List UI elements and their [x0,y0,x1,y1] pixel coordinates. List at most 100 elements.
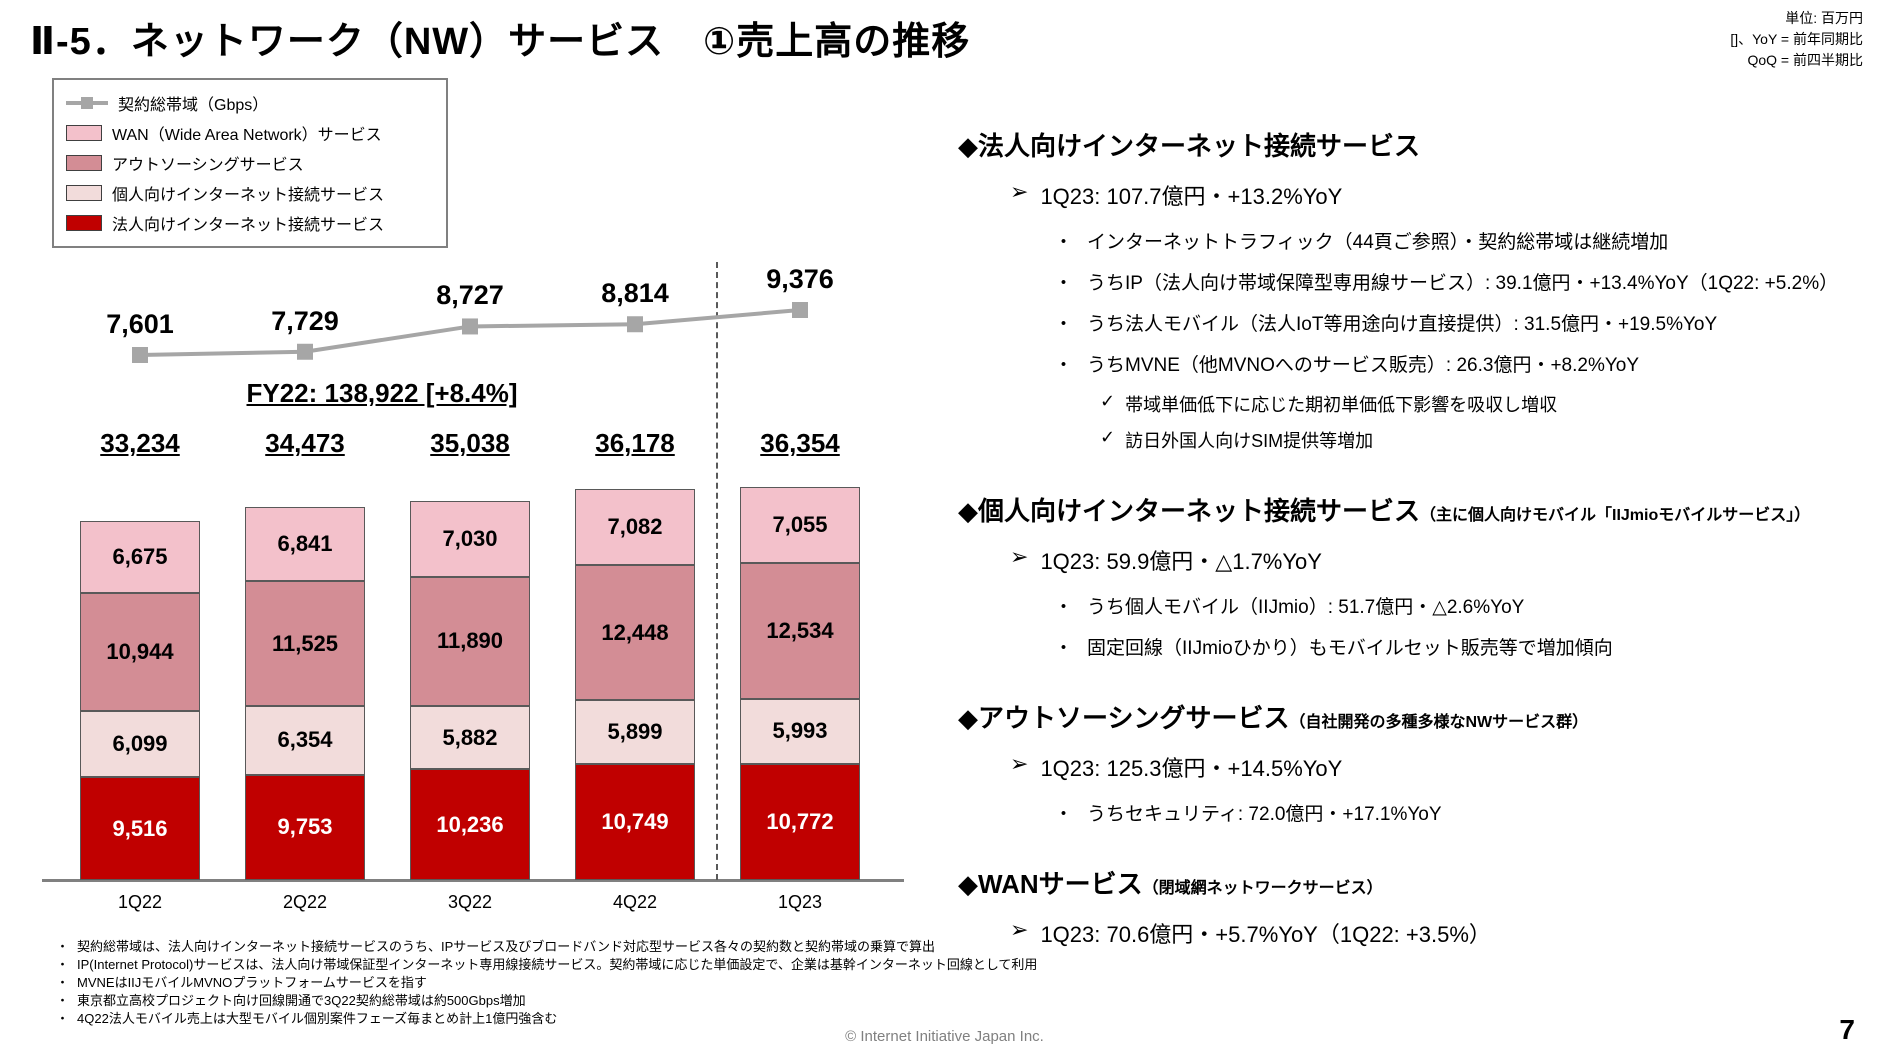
line-value-label: 7,601 [106,309,174,339]
x-axis [42,879,904,882]
line-marker-icon [297,343,313,360]
section-heading-suffix: （自社開発の多種多様なNWサービス群） [1289,714,1589,731]
legend-item: 個人向けインターネット接続サービス [66,178,434,208]
dot-bullet-icon: ・ [56,1010,70,1026]
unit-note: 単位: 百万円 []、YoY = 前年同期比 QoQ = 前四半期比 [1730,8,1863,71]
legend-label: アウトソーシングサービス [112,157,304,174]
bullet-text: うちセキュリティ: 72.0億円・+17.1%YoY [1087,804,1442,825]
bullet-item: ・インターネットトラフィック（44頁ご参照）・契約総帯域は継続増加 [1054,227,1873,254]
bar-segment: 6,841 [245,507,365,582]
section: ◆個人向けインターネット接続サービス（主に個人向けモバイル「IIJmioモバイル… [958,491,1873,660]
bar-segment: 6,099 [80,711,200,778]
bar-segment: 11,525 [245,581,365,706]
bullet-item: ✓ 訪日外国人向けSIM提供等増加 [1100,427,1873,453]
bar-segment: 10,749 [575,763,695,880]
diamond-bullet-icon: ◆ [958,131,978,161]
x-axis-label: 2Q22 [282,892,328,912]
diamond-bullet-icon: ◆ [958,869,978,899]
line-value-label: 8,814 [601,278,669,309]
bullet-text: 1Q23: 107.7億円・+13.2%YoY [1040,184,1343,209]
section-heading: ◆個人向けインターネット接続サービス（主に個人向けモバイル「IIJmioモバイル… [958,491,1873,528]
bullet-item: ・うち個人モバイル（IIJmio）: 51.7億円・△2.6%YoY [1054,592,1873,619]
line-value-label: 9,376 [766,264,834,294]
line-swatch-marker [81,97,93,109]
bar-total-label: 36,354 [760,428,840,458]
dot-bullet-icon: ・ [56,992,70,1008]
highlights: ◆法人向けインターネット接続サービス ➢ 1Q23: 107.7億円・+13.2%Y… [958,126,1873,987]
line-marker-icon [627,316,643,333]
footnote-item: ・東京都立高校プロジェクト向け回線開通で3Q22契約総帯域は約500Gbps増加 [56,992,1336,1010]
bullet-text: 帯域単価低下に応じた期初単価低下影響を吸収し増収 [1125,395,1558,415]
bar-segment: 7,030 [410,501,530,578]
section: ◆法人向けインターネット接続サービス ➢ 1Q23: 107.7億円・+13.2%Y… [958,126,1873,453]
section: ◆WANサービス（閉域網ネットワークサービス） ➢ 1Q23: 70.6億円・+5.… [958,864,1873,949]
bullet-item: ➢ 1Q23: 59.9億円・△1.7%YoY [1010,544,1873,576]
check-bullet-icon: ✓ [1100,391,1116,411]
bar-segment: 7,082 [575,488,695,566]
bar-segment: 12,448 [575,565,695,701]
legend-item: 法人向けインターネット接続サービス [66,208,434,238]
footnotes: ・契約総帯域は、法人向けインターネット接続サービスのうち、IPサービス及びブロー… [56,938,1336,1028]
line-series-swatch-icon [66,95,108,111]
bar-segment: 10,944 [80,592,200,712]
line-value-label: 8,727 [436,280,504,311]
chart-legend: 契約総帯域（Gbps） WAN（Wide Area Network）サービス アウト… [52,78,448,248]
fy-total-note: FY22: 138,922 [+8.4%] [246,378,518,408]
footnote-text: 契約総帯域は、法人向けインターネット接続サービスのうち、IPサービス及びブロード… [77,939,935,954]
bar-segment: 9,516 [80,777,200,880]
diamond-bullet-icon: ◆ [958,496,978,526]
legend-label: 契約総帯域（Gbps） [118,97,269,114]
legend-label: 個人向けインターネット接続サービス [112,187,385,204]
unit-note-line: []、YoY = 前年同期比 [1730,31,1863,47]
dot-bullet-icon: ・ [1054,273,1074,294]
line-value-label: 7,729 [271,305,339,336]
arrow-bullet-icon: ➢ [1010,179,1029,204]
section-heading: ◆法人向けインターネット接続サービス [958,126,1873,163]
section-heading: ◆WANサービス（閉域網ネットワークサービス） [958,864,1873,901]
color-swatch-icon [66,125,102,141]
section-heading-text: アウトソーシングサービス [978,703,1290,733]
bullet-text: 1Q23: 125.3億円・+14.5%YoY [1040,756,1343,781]
legend-label: 法人向けインターネット接続サービス [112,217,385,234]
dot-bullet-icon: ・ [1054,804,1074,825]
check-bullet-icon: ✓ [1100,427,1116,447]
footnote-text: 東京都立高校プロジェクト向け回線開通で3Q22契約総帯域は約500Gbps増加 [77,992,526,1008]
copyright: © Internet Initiative Japan Inc. [845,1028,1044,1045]
footnote-item: ・契約総帯域は、法人向けインターネット接続サービスのうち、IPサービス及びブロー… [56,938,1336,956]
bullet-item: ・うちMVNE（他MVNOへのサービス販売）: 26.3億円・+8.2%YoY [1054,350,1873,377]
dot-bullet-icon: ・ [56,939,70,954]
section-heading-suffix: （主に個人向けモバイル「IIJmioモバイルサービス」） [1420,507,1811,524]
dot-bullet-icon: ・ [1054,355,1074,376]
bullet-item: ➢ 1Q23: 107.7億円・+13.2%YoY [1010,179,1873,211]
bullet-text: うちMVNE（他MVNOへのサービス販売）: 26.3億円・+8.2%YoY [1087,355,1640,376]
bar-total-label: 35,038 [430,428,510,458]
bar-segment: 10,236 [410,769,530,880]
bullet-item: ・うち法人モバイル（法人IoT等用途向け直接提供）: 31.5億円・+19.5%… [1054,309,1873,336]
bullet-text: 固定回線（IIJmioひかり）もモバイルセット販売等で増加傾向 [1087,638,1613,659]
footnote-item: ・ IP(Internet Protocol)サービスは、法人向け帯域保証型インタ… [56,956,1336,974]
bullet-item: ・うちセキュリティ: 72.0億円・+17.1%YoY [1054,799,1873,826]
dot-bullet-icon: ・ [56,956,70,972]
x-axis-label: 1Q23 [777,892,823,912]
unit-note-line: QoQ = 前四半期比 [1747,52,1863,68]
bar-total-label: 34,473 [265,428,345,458]
footnote-text: 4Q22法人モバイル売上は大型モバイル個別案件フェーズ毎まとめ計上1億円強含む [77,1010,558,1026]
line-marker-icon [132,347,148,363]
arrow-bullet-icon: ➢ [1010,751,1029,776]
bar-segment: 6,675 [80,520,200,593]
section: ◆アウトソーシングサービス（自社開発の多種多様なNWサービス群） ➢ 1Q23: 1… [958,698,1873,826]
diamond-bullet-icon: ◆ [958,703,978,733]
arrow-bullet-icon: ➢ [1010,544,1029,569]
bullet-text: インターネットトラフィック（44頁ご参照）・契約総帯域は継続増加 [1087,232,1669,253]
bar-segment: 11,890 [410,577,530,706]
bullet-item: ✓ 帯域単価低下に応じた期初単価低下影響を吸収し増収 [1100,391,1873,417]
bar-segment: 9,753 [245,774,365,880]
bar-segment: 10,772 [740,763,860,880]
legend-item: 契約総帯域（Gbps） [66,88,434,118]
color-swatch-icon [66,155,102,171]
footnote-text: IP(Internet Protocol)サービスは、法人向け帯域保証型インター… [77,956,1038,972]
bullet-item: ・固定回線（IIJmioひかり）もモバイルセット販売等で増加傾向 [1054,633,1873,660]
section-heading-text: WANサービス [978,869,1143,899]
bullet-text: うち法人モバイル（法人IoT等用途向け直接提供）: 31.5億円・+19.5%Y… [1087,314,1718,335]
